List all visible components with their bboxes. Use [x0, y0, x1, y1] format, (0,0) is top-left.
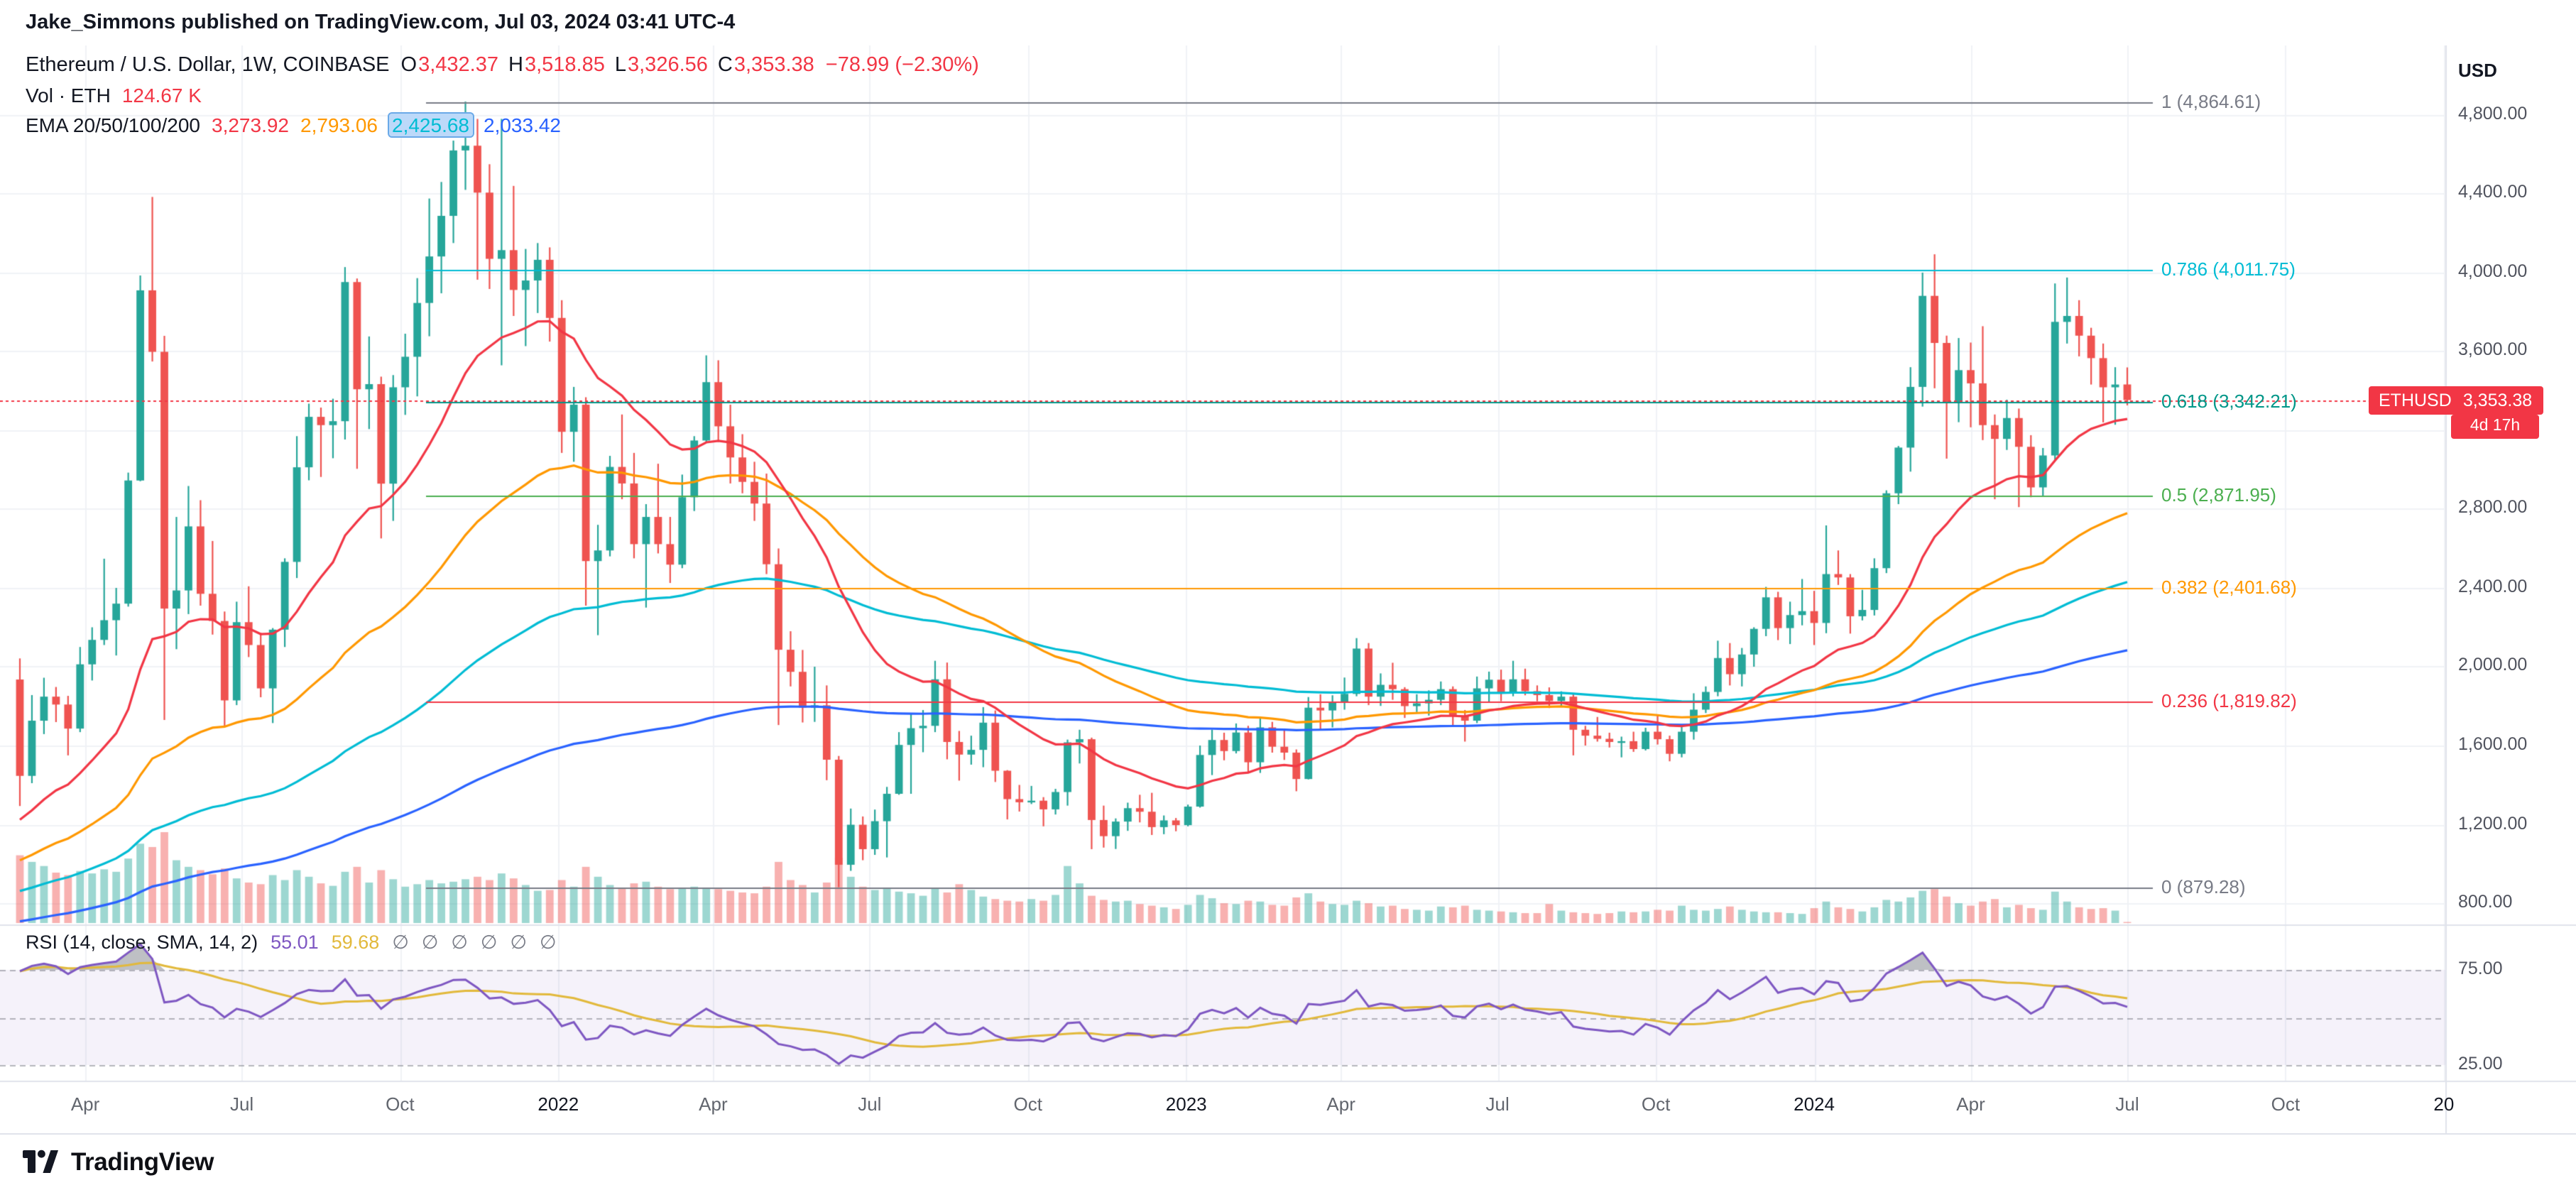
time-tick-label: Apr	[70, 1093, 100, 1115]
ohlc-value: 3,432.37	[418, 54, 498, 77]
time-tick-label: 2022	[537, 1093, 579, 1115]
time-axis[interactable]: Apr Jul Oct 2022 Apr Jul Oct 2023 Apr Jul Oct 2024 A…	[0, 1081, 2576, 1133]
tradingview-brand[interactable]: TradingView	[71, 1147, 214, 1176]
ema-value: 2,033.42	[484, 114, 561, 136]
ohlc-values: O 3,432.37 H 3,518.85 L 3,326.56 C 3,353.38	[401, 54, 814, 77]
time-tick-label: 2024	[1794, 1093, 1835, 1115]
last-price-badge: ETHUSD 3,353.38	[2369, 386, 2544, 415]
volume-value: 124.67 K	[121, 84, 202, 107]
price-tick-label: 800.00	[2458, 892, 2513, 912]
price-axis[interactable]: USD 4,800.004,400.004,000.003,600.003,20…	[2445, 45, 2576, 1133]
rsi-title[interactable]: RSI (14, close, SMA, 14, 2)	[26, 932, 258, 953]
ohlc-letter: H	[508, 54, 523, 77]
ohlc-value: 3,353.38	[733, 54, 814, 77]
time-tick-label: Oct	[1013, 1093, 1042, 1115]
rsi-empty-slots: ∅ ∅ ∅ ∅ ∅ ∅	[392, 932, 556, 954]
volume-legend-row[interactable]: Vol · ETH 124.67 K	[26, 84, 979, 114]
ohlc-value: 3,326.56	[628, 54, 708, 77]
time-tick-label: Jul	[1485, 1093, 1510, 1115]
time-tick-label: Oct	[386, 1093, 415, 1115]
empty-divergence-slot: ∅	[421, 932, 439, 953]
price-tick-label: 2,000.00	[2458, 655, 2528, 675]
empty-divergence-slot: ∅	[510, 932, 527, 953]
price-tick-label: 1,600.00	[2458, 733, 2528, 754]
time-tick-label: Jul	[858, 1093, 882, 1115]
ema-value: 2,425.68	[388, 112, 474, 138]
price-tick-label: 4,800.00	[2458, 103, 2528, 124]
empty-divergence-slot: ∅	[392, 932, 409, 953]
bar-countdown-badge: 4d 17h	[2451, 414, 2539, 439]
rsi-value: 55.01	[271, 932, 319, 953]
tradingview-logo-icon[interactable]	[23, 1147, 58, 1177]
ohlc-item: L 3,326.56	[615, 54, 708, 77]
ohlc-letter: L	[614, 54, 626, 77]
ema-value: 3,273.92	[212, 114, 289, 136]
price-tick-label: 4,400.00	[2458, 182, 2528, 202]
time-tick-label: Apr	[1326, 1093, 1355, 1115]
price-tick-label: 2,800.00	[2458, 497, 2528, 518]
empty-divergence-slot: ∅	[539, 932, 557, 953]
price-tick-label: 1,200.00	[2458, 813, 2528, 833]
ohlc-item: H 3,518.85	[508, 54, 605, 77]
ohlc-item: C 3,353.38	[718, 54, 814, 77]
ema-legend-row[interactable]: EMA 20/50/100/200 3,273.92 2,793.06 2,425.…	[26, 112, 979, 143]
time-tick-label: 2023	[1165, 1093, 1207, 1115]
footer: TradingView	[0, 1133, 2576, 1190]
publish-info: Jake_Simmons published on TradingView.co…	[26, 11, 736, 34]
publish-header: Jake_Simmons published on TradingView.co…	[0, 0, 2576, 45]
rsi-tick-label: 25.00	[2458, 1054, 2503, 1074]
indicator-legend: Ethereum / U.S. Dollar, 1W, COINBASE O 3,…	[26, 54, 979, 143]
time-tick-label: Apr	[1956, 1093, 1985, 1115]
change-value: −78.99 (−2.30%)	[825, 54, 979, 77]
chart-area[interactable]: Ethereum / U.S. Dollar, 1W, COINBASE O 3,…	[0, 45, 2576, 1133]
ema-title[interactable]: EMA 20/50/100/200	[26, 114, 200, 136]
rsi-tick-label: 75.00	[2458, 959, 2503, 978]
price-tick-label: 3,600.00	[2458, 339, 2528, 360]
time-tick-label: Oct	[2271, 1093, 2301, 1115]
badge-price: 3,353.38	[2462, 390, 2533, 410]
symbol-title[interactable]: Ethereum / U.S. Dollar, 1W, COINBASE	[26, 54, 390, 77]
price-tick-label: 4,000.00	[2458, 261, 2528, 281]
time-tick-label: Oct	[1641, 1093, 1671, 1115]
rsi-ma-value: 59.68	[331, 932, 380, 953]
time-tick-label: Apr	[699, 1093, 728, 1115]
rsi-legend-row[interactable]: RSI (14, close, SMA, 14, 2) 55.01 59.68 …	[26, 932, 557, 954]
ema-value: 2,793.06	[300, 114, 378, 136]
badge-symbol: ETHUSD	[2379, 390, 2452, 410]
chart-canvas[interactable]	[0, 45, 2576, 1133]
ohlc-item: O 3,432.37	[401, 54, 498, 77]
ema-values: 3,273.92 2,793.06 2,425.68 2,033.42	[212, 112, 561, 138]
empty-divergence-slot: ∅	[480, 932, 498, 953]
time-tick-label: 20	[2433, 1093, 2455, 1115]
ohlc-letter: C	[717, 54, 733, 77]
volume-title[interactable]: Vol · ETH	[26, 84, 111, 107]
price-axis-currency[interactable]: USD	[2458, 60, 2497, 81]
ohlc-letter: O	[400, 54, 417, 77]
time-tick-label: Jul	[2115, 1093, 2139, 1115]
ohlc-value: 3,518.85	[524, 54, 605, 77]
price-tick-label: 2,400.00	[2458, 576, 2528, 596]
symbol-legend-row[interactable]: Ethereum / U.S. Dollar, 1W, COINBASE O 3,…	[26, 54, 979, 84]
time-tick-label: Jul	[229, 1093, 254, 1115]
empty-divergence-slot: ∅	[451, 932, 468, 953]
